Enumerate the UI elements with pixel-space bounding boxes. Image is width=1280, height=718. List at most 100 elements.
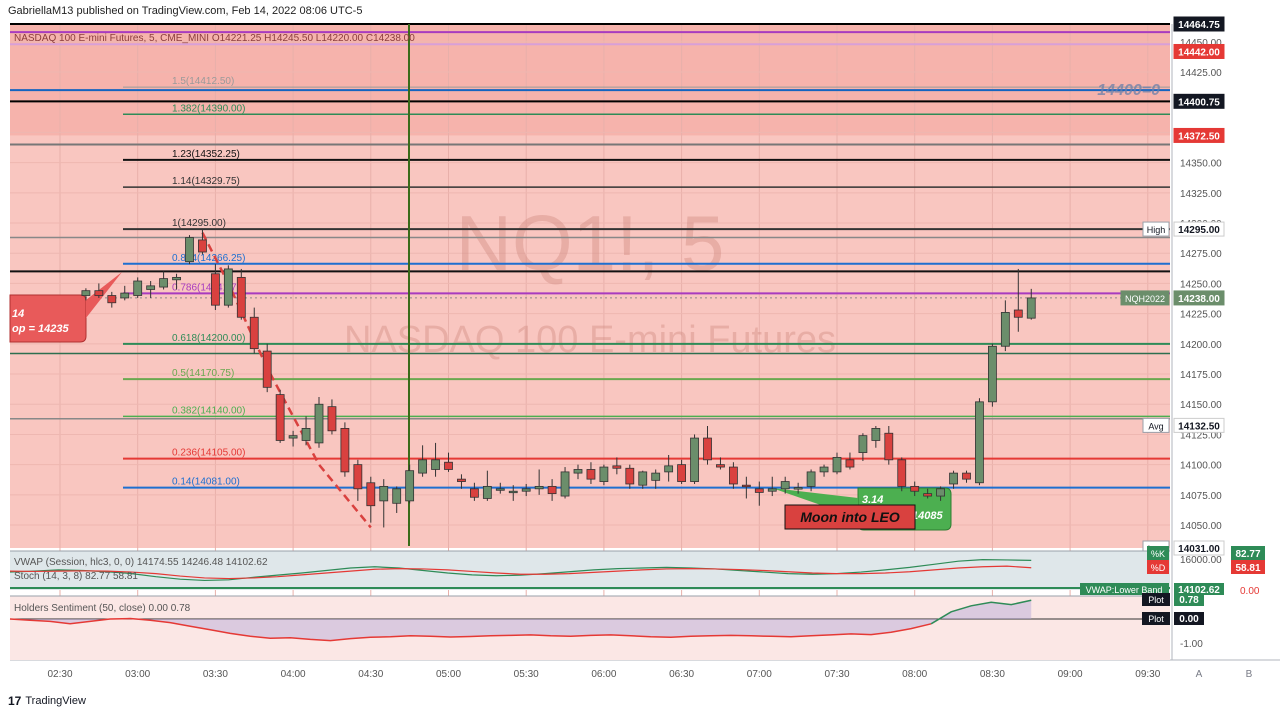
callout-left-line2: op = 14235 bbox=[12, 323, 69, 335]
candle-body bbox=[223, 268, 233, 306]
side-tag-label: High bbox=[1147, 225, 1166, 235]
fib-level-label: 0.786(14241.75) bbox=[172, 282, 245, 293]
candle-body bbox=[780, 481, 790, 490]
candle-body bbox=[469, 488, 479, 498]
price-badge-label: 14464.75 bbox=[1178, 20, 1220, 31]
candles bbox=[81, 229, 1036, 528]
time-tick-label: 08:30 bbox=[980, 669, 1005, 680]
candle-body bbox=[664, 465, 674, 473]
time-tick-label: 04:30 bbox=[358, 669, 383, 680]
candle-body bbox=[975, 401, 984, 484]
candle-body bbox=[133, 280, 143, 296]
price-tick-label: 14150.00 bbox=[1180, 400, 1222, 411]
time-tick-label: 07:30 bbox=[824, 669, 849, 680]
side-tag-label: Avg bbox=[1148, 421, 1163, 431]
price-tick-label: 14100.00 bbox=[1180, 461, 1222, 472]
price-badge-label: 14400.75 bbox=[1178, 97, 1220, 108]
candle-body bbox=[353, 464, 363, 490]
watermark-symbol: NQ1!, 5 bbox=[456, 199, 725, 287]
big-level-label: 14400=0 bbox=[1097, 82, 1160, 99]
tradingview-footer: 17 TradingView bbox=[8, 694, 86, 708]
candle-body bbox=[612, 465, 622, 469]
price-tick-label: 14200.00 bbox=[1180, 340, 1222, 351]
watermark-name: NASDAQ 100 E-mini Futures bbox=[344, 319, 836, 361]
candle-body bbox=[599, 466, 609, 482]
candle-body bbox=[508, 490, 518, 494]
stop-callout-pointer bbox=[86, 272, 122, 318]
fib-level-label: 1.23(14352.25) bbox=[172, 149, 240, 160]
candle-body bbox=[457, 478, 466, 482]
candle-body bbox=[988, 345, 997, 403]
candle-body bbox=[767, 488, 777, 492]
sentiment-line-negative bbox=[9, 617, 932, 642]
candle-body bbox=[288, 435, 298, 439]
candle-body bbox=[703, 437, 712, 461]
candle-body bbox=[638, 471, 648, 486]
time-tick-label: 03:00 bbox=[125, 669, 150, 680]
candle-body bbox=[379, 485, 389, 502]
candle-body bbox=[340, 428, 350, 473]
price-badge-label: 14442.00 bbox=[1178, 47, 1220, 58]
price-tick-label: 14250.00 bbox=[1180, 279, 1222, 290]
sentiment-area bbox=[10, 600, 1032, 641]
candle-body bbox=[431, 459, 440, 470]
plot-value-1: 0.78 bbox=[1179, 595, 1199, 606]
candle-body bbox=[314, 403, 324, 444]
annotations: 14 op = 14235 3.14 14085 Moon into LEO 14400=… bbox=[9, 82, 1160, 531]
price-badge-label: 14132.50 bbox=[1178, 421, 1220, 432]
candle-body bbox=[690, 437, 699, 482]
candle-body bbox=[120, 292, 130, 299]
time-tick-label: 07:00 bbox=[747, 669, 772, 680]
candle-body bbox=[677, 464, 686, 482]
side-tag bbox=[1142, 417, 1170, 433]
candle-body bbox=[754, 488, 764, 493]
time-tick-label: 09:30 bbox=[1135, 669, 1160, 680]
candle-body bbox=[884, 432, 894, 461]
stoch-series-line bbox=[9, 559, 1032, 582]
candle-body bbox=[236, 276, 246, 318]
vwap-band-value: 14102.62 bbox=[1178, 585, 1220, 596]
time-tick-label: 05:30 bbox=[514, 669, 539, 680]
k-tag bbox=[1147, 546, 1169, 560]
k-value: 82.77 bbox=[1235, 549, 1260, 560]
candle-body bbox=[1026, 297, 1036, 319]
price-badge bbox=[1173, 43, 1225, 59]
k-tag-name: %K bbox=[1151, 549, 1165, 559]
time-tick-label: 06:00 bbox=[591, 669, 616, 680]
candle-body bbox=[923, 493, 933, 497]
price-badge-label: 14238.00 bbox=[1178, 294, 1220, 305]
fib-level-label: 0.382(14140.00) bbox=[172, 405, 245, 416]
candle-body bbox=[819, 466, 829, 473]
price-badge bbox=[1173, 93, 1225, 109]
vwap-band-badge bbox=[1174, 583, 1224, 595]
price-axis-bg bbox=[1172, 24, 1280, 640]
vwap-stoch-panel: VWAP (Session, hlc3, 0, 0) 14174.55 1424… bbox=[9, 546, 1265, 597]
fib-level-label: 1.5(14412.50) bbox=[172, 76, 234, 87]
candle-body bbox=[625, 467, 635, 485]
price-badge-label: 14372.50 bbox=[1178, 131, 1220, 142]
candle-body bbox=[392, 488, 402, 504]
callout-right-line2: 14085 bbox=[912, 510, 943, 522]
candle-body bbox=[159, 278, 169, 288]
candle-body bbox=[586, 469, 596, 480]
stoch-axis-label: 16000.00 bbox=[1180, 555, 1222, 566]
candle-body bbox=[560, 471, 570, 497]
time-tick-label: 02:30 bbox=[47, 669, 72, 680]
sentiment-line-positive bbox=[930, 599, 1032, 625]
plot-value-2-badge bbox=[1174, 612, 1204, 625]
symbol-legend: NASDAQ 100 E-mini Futures, 5, CME_MINI O… bbox=[14, 33, 415, 44]
candle-body bbox=[94, 290, 104, 296]
plot-value-2: 0.00 bbox=[1179, 614, 1199, 625]
time-tick-label: 04:00 bbox=[281, 669, 306, 680]
plot-tag-2 bbox=[1142, 612, 1170, 625]
footer-brand: TradingView bbox=[25, 695, 86, 707]
price-tick-label: 14425.00 bbox=[1180, 68, 1222, 79]
time-axis: 02:30 03:00 03:30 04:00 04:30 05:00 05:30 06:00… bbox=[10, 659, 1280, 688]
callout-right-line1: 3.14 bbox=[862, 494, 883, 506]
candle-body bbox=[936, 488, 945, 497]
time-tick-label: 03:30 bbox=[203, 669, 228, 680]
price-badge bbox=[1173, 127, 1225, 143]
chart-canvas[interactable]: NQ1!, 5 NASDAQ 100 E-mini Futures 1.5(144… bbox=[0, 0, 1280, 690]
candle-body bbox=[793, 487, 803, 490]
plot-tag-2-name: Plot bbox=[1148, 614, 1164, 624]
